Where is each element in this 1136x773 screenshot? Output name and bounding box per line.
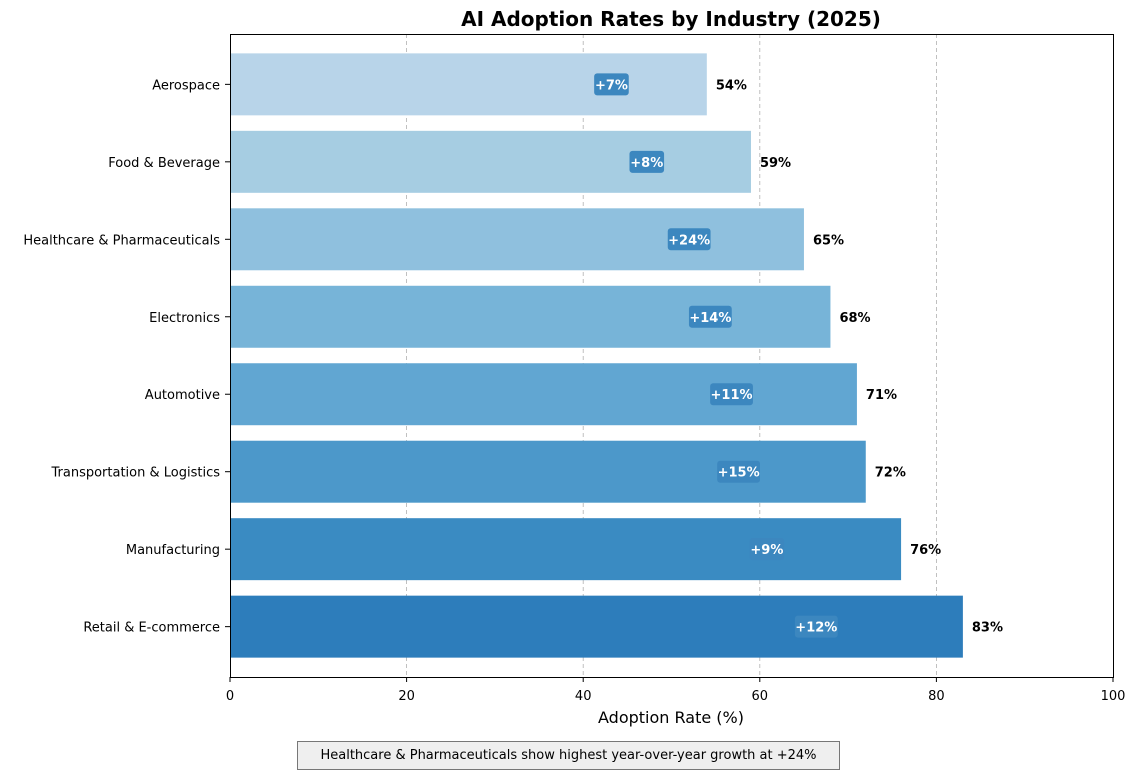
bar xyxy=(230,441,866,503)
category-label: Aerospace xyxy=(152,78,220,93)
value-label: 76% xyxy=(910,543,941,558)
bar xyxy=(230,208,804,270)
value-label: 65% xyxy=(813,233,844,248)
bar xyxy=(230,596,963,658)
x-tick-label: 0 xyxy=(226,689,234,704)
x-axis-label: Adoption Rate (%) xyxy=(598,708,744,727)
growth-label: +8% xyxy=(630,156,663,171)
category-label: Food & Beverage xyxy=(108,156,220,171)
x-tick-label: 80 xyxy=(928,689,945,704)
growth-label: +15% xyxy=(718,466,760,481)
grid-lines xyxy=(407,34,937,677)
x-tick-label: 40 xyxy=(575,689,592,704)
category-label: Retail & E-commerce xyxy=(83,621,220,636)
x-axis-ticks: 0 20 40 60 80 100 xyxy=(226,677,1126,704)
chart-title: AI Adoption Rates by Industry (2025) xyxy=(461,7,881,31)
category-label: Electronics xyxy=(149,311,220,326)
value-label: 71% xyxy=(866,388,897,403)
value-label: 68% xyxy=(839,311,870,326)
annotation-box: Healthcare & Pharmaceuticals show highes… xyxy=(297,741,840,770)
category-label: Transportation & Logistics xyxy=(50,466,220,481)
value-label: 59% xyxy=(760,156,791,171)
category-label: Manufacturing xyxy=(126,543,220,558)
growth-label: +11% xyxy=(711,388,753,403)
growth-label: +24% xyxy=(668,233,710,248)
growth-label: +7% xyxy=(595,78,628,93)
bar xyxy=(230,518,901,580)
bar xyxy=(230,363,857,425)
value-label: 54% xyxy=(716,78,747,93)
value-label: 83% xyxy=(972,621,1003,636)
category-label: Automotive xyxy=(145,388,220,403)
y-axis-ticks: Aerospace Food & Beverage Healthcare & Pha… xyxy=(23,78,230,635)
x-tick-label: 100 xyxy=(1101,689,1126,704)
value-label: 72% xyxy=(875,466,906,481)
bar xyxy=(230,131,751,193)
growth-label: +9% xyxy=(750,543,783,558)
bar-chart: AI Adoption Rates by Industry (2025) 54%… xyxy=(0,0,1136,773)
bar xyxy=(230,53,707,115)
bar xyxy=(230,286,830,348)
x-tick-label: 20 xyxy=(398,689,415,704)
bars: 54% +7% 59% +8% 65% +24% 68% +14% 71% +11% 72% +15%… xyxy=(230,53,1003,657)
category-label: Healthcare & Pharmaceuticals xyxy=(23,233,220,248)
growth-label: +12% xyxy=(795,621,837,636)
x-tick-label: 60 xyxy=(752,689,769,704)
growth-label: +14% xyxy=(689,311,731,326)
